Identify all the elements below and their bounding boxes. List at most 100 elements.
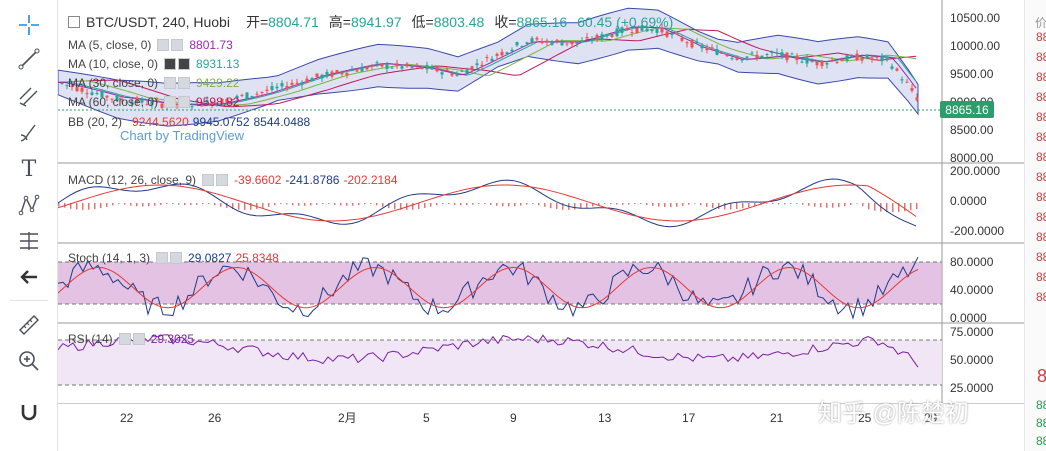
candle-body [730,58,734,60]
settings-icon[interactable] [164,57,177,70]
settings-icon[interactable] [164,76,177,89]
macd-histogram-bar [442,203,444,204]
candle-body [765,53,769,55]
candle-body [250,95,254,97]
candle-body [390,67,394,69]
candle-body [410,66,414,68]
low-label: 低= [411,14,434,30]
candle-body [370,64,374,67]
close-icon[interactable] [216,173,229,186]
macd-histogram-bar [718,203,720,209]
candle-body [855,53,859,61]
candle-body [105,95,109,98]
macd-histogram-bar [670,203,672,208]
pitchfork-icon[interactable] [12,82,46,112]
bollinger-band [58,7,919,127]
macd-histogram-bar [232,203,234,210]
candle-body [745,56,749,58]
macd-histogram-bar [424,203,426,208]
candle-body [800,61,804,63]
candle-body [890,66,894,69]
macd-histogram-bar [832,203,834,208]
low-value: 8803.48 [433,14,485,30]
settings-icon[interactable] [202,173,215,186]
legend-ma60[interactable]: MA (60, close, 0) 9598.82 [68,93,239,110]
ma30-value: 9429.22 [196,75,240,90]
macd-histogram-bar [448,203,450,205]
legend-ma30[interactable]: MA (30, close, 0) 9429.22 [68,74,239,91]
macd-histogram-bar [616,203,618,205]
chart-area[interactable]: 10500.0010000.009500.009000.008500.00800… [58,0,1024,451]
candle-body [615,28,619,37]
macd-histogram-bar [238,203,240,210]
legend-macd[interactable]: MACD (12, 26, close, 9) -39.6602 -241.87… [68,171,398,188]
back-arrow-icon[interactable] [12,262,46,292]
legend-ma5[interactable]: MA (5, close, 0) 8801.73 [68,36,233,53]
ruler-icon[interactable] [12,310,46,340]
rsi-axis-label: 25.0000 [950,381,994,395]
chart-canvas[interactable]: 10500.0010000.009500.009000.008500.00800… [58,0,1024,451]
macd-histogram-bar [520,203,522,206]
macd-histogram-bar [772,203,774,204]
macd-histogram-bar [880,203,882,212]
candle-body [375,62,379,64]
candle-body [460,70,464,72]
settings-icon[interactable] [164,95,177,108]
macd-histogram-bar [106,203,108,207]
zoom-in-icon[interactable] [12,346,46,376]
panel-value: 88 [1036,290,1046,304]
price-axis-label: 8000.00 [950,151,994,165]
time-axis-background [58,404,1024,451]
macd-histogram-bar [352,203,354,206]
macd-histogram-bar [706,203,708,207]
macd-histogram-bar [418,203,420,210]
settings-icon[interactable] [156,251,169,264]
close-icon[interactable] [170,251,183,264]
settings-icon[interactable] [157,38,170,51]
macd-histogram-bar [250,203,252,210]
candle-body [785,52,789,61]
measure-icon[interactable] [12,226,46,256]
bb-label: BB (20, 2) [68,114,123,129]
pattern-icon[interactable] [12,190,46,220]
close-icon[interactable] [178,57,191,70]
macd-histogram-bar [100,203,102,209]
candle-body [515,42,519,46]
candle-body [505,52,509,55]
tradingview-watermark[interactable]: Chart by TradingView [120,128,245,143]
macd-histogram-bar [538,203,540,206]
legend-bb[interactable]: BB (20, 2) 9244.5620 9945.0752 8544.0488 [68,113,310,130]
candle-body [470,66,474,71]
close-icon[interactable] [178,95,191,108]
macd-histogram-bar [886,203,888,213]
settings-icon[interactable] [118,332,131,345]
collapse-icon[interactable] [68,16,80,28]
legend-ma10[interactable]: MA (10, close, 0) 8931.13 [68,55,239,72]
legend-rsi[interactable]: RSI (14) 29.3025 [68,330,194,347]
ma5-line [58,26,917,105]
candle-body [245,92,249,99]
candle-body [110,98,114,100]
candle-body [450,73,454,76]
macd-histogram-bar [274,203,276,206]
candle-body [65,84,69,86]
macd-histogram-bar [394,203,396,210]
macd-histogram-bar [322,203,324,204]
panel-value: 88 [1036,30,1046,44]
magnet-icon[interactable] [12,398,46,428]
macd-histogram-bar [904,203,906,212]
close-icon[interactable] [171,38,184,51]
macd-histogram-bar [310,203,312,206]
brush-icon[interactable] [12,118,46,148]
close-icon[interactable] [132,332,145,345]
macd-histogram-bar [640,203,642,204]
candle-body [605,34,609,37]
text-icon[interactable]: T [21,156,37,182]
legend-stoch[interactable]: Stoch (14, 1, 3) 29.0827 25.8348 [68,249,279,266]
macd-histogram-bar [574,203,576,210]
macd-histogram-bar [562,203,564,210]
macd-histogram-bar [808,203,810,206]
crosshair-icon[interactable] [12,10,46,40]
close-icon[interactable] [178,76,191,89]
trend-line-icon[interactable] [12,44,46,74]
